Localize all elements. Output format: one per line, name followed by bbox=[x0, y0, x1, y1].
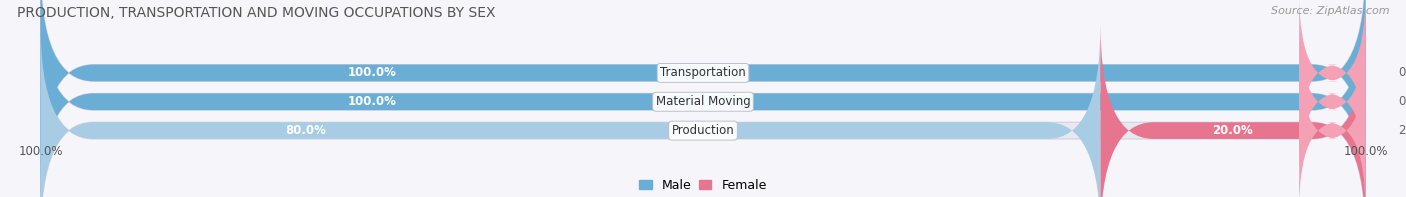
Text: Material Moving: Material Moving bbox=[655, 95, 751, 108]
Text: 100.0%: 100.0% bbox=[18, 145, 63, 158]
Text: 100.0%: 100.0% bbox=[347, 66, 396, 79]
FancyBboxPatch shape bbox=[41, 24, 1365, 197]
FancyBboxPatch shape bbox=[1101, 24, 1365, 197]
Text: Source: ZipAtlas.com: Source: ZipAtlas.com bbox=[1271, 6, 1389, 16]
FancyBboxPatch shape bbox=[41, 0, 1365, 197]
Text: 0.0%: 0.0% bbox=[1399, 66, 1406, 79]
FancyBboxPatch shape bbox=[41, 0, 1365, 180]
Text: 100.0%: 100.0% bbox=[347, 95, 396, 108]
FancyBboxPatch shape bbox=[41, 24, 1101, 197]
FancyBboxPatch shape bbox=[1299, 24, 1365, 180]
Text: 100.0%: 100.0% bbox=[1343, 145, 1388, 158]
FancyBboxPatch shape bbox=[1299, 0, 1365, 151]
Text: Production: Production bbox=[672, 124, 734, 137]
Text: 80.0%: 80.0% bbox=[285, 124, 326, 137]
FancyBboxPatch shape bbox=[1299, 52, 1365, 197]
FancyBboxPatch shape bbox=[41, 0, 1365, 197]
FancyBboxPatch shape bbox=[41, 0, 1365, 180]
Legend: Male, Female: Male, Female bbox=[634, 174, 772, 197]
Text: 0.0%: 0.0% bbox=[1399, 95, 1406, 108]
Text: 20.0%: 20.0% bbox=[1212, 124, 1253, 137]
Text: Transportation: Transportation bbox=[661, 66, 745, 79]
Text: 20.0%: 20.0% bbox=[1399, 124, 1406, 137]
Text: PRODUCTION, TRANSPORTATION AND MOVING OCCUPATIONS BY SEX: PRODUCTION, TRANSPORTATION AND MOVING OC… bbox=[17, 6, 495, 20]
